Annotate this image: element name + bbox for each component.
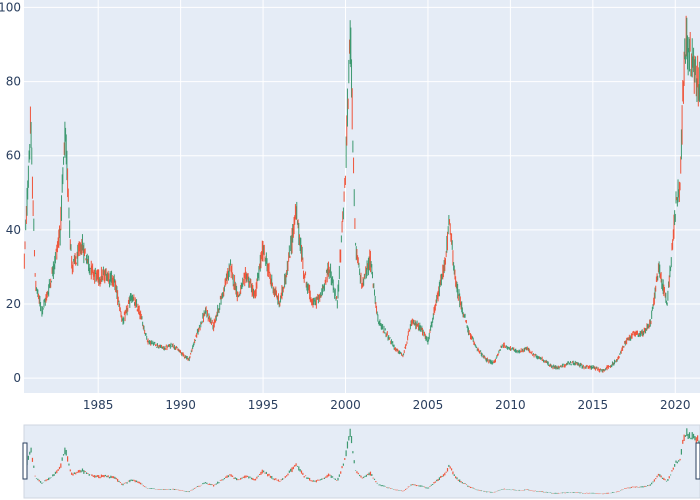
rangeslider-right-handle[interactable] xyxy=(695,442,700,480)
y-tick-label: 0 xyxy=(13,371,21,385)
y-tick-label: 100 xyxy=(0,0,21,14)
x-tick-label: 2000 xyxy=(330,398,361,412)
main-vertical-grid xyxy=(97,0,676,393)
main-plot-background xyxy=(24,0,700,393)
x-tick-label: 1985 xyxy=(83,398,114,412)
rangeslider-background[interactable] xyxy=(23,424,700,499)
x-tick-label: 1995 xyxy=(248,398,279,412)
rangeslider-left-handle[interactable] xyxy=(22,442,28,480)
x-tick-labels: 1985 1990 1995 2000 2005 2010 2015 2020 xyxy=(83,398,691,412)
x-tick-label: 2010 xyxy=(495,398,526,412)
x-tick-label: 1990 xyxy=(165,398,196,412)
y-tick-labels: 0 20 40 60 80 100 xyxy=(0,0,21,385)
main-candles xyxy=(23,15,700,373)
x-tick-label: 2020 xyxy=(660,398,691,412)
rangeslider-candles xyxy=(23,428,700,495)
y-tick-label: 60 xyxy=(6,149,21,163)
x-tick-label: 2005 xyxy=(413,398,444,412)
y-tick-label: 40 xyxy=(6,223,21,237)
y-tick-label: 20 xyxy=(6,297,21,311)
y-tick-label: 80 xyxy=(6,75,21,89)
x-tick-label: 2015 xyxy=(578,398,609,412)
